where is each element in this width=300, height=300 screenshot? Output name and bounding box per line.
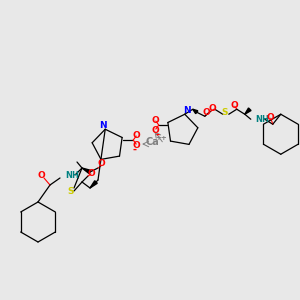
- Polygon shape: [90, 181, 97, 188]
- Text: O: O: [267, 113, 275, 122]
- Polygon shape: [193, 109, 198, 114]
- Text: N: N: [183, 106, 190, 115]
- Text: Ca: Ca: [145, 137, 159, 147]
- Text: -: -: [132, 145, 136, 155]
- Text: S: S: [221, 108, 228, 117]
- Text: NH: NH: [65, 170, 79, 179]
- Text: O: O: [209, 104, 217, 113]
- Text: O: O: [132, 130, 140, 140]
- Text: O: O: [152, 126, 160, 135]
- Text: N: N: [99, 121, 107, 130]
- Text: O: O: [132, 141, 140, 150]
- Text: O: O: [231, 101, 239, 110]
- Text: ++: ++: [155, 135, 167, 141]
- Text: -: -: [156, 130, 160, 140]
- Text: O: O: [97, 160, 105, 169]
- Text: O: O: [203, 108, 211, 117]
- Text: O: O: [87, 169, 95, 178]
- Text: O: O: [37, 170, 45, 179]
- Text: O: O: [152, 116, 160, 124]
- Text: NH: NH: [255, 115, 269, 124]
- Text: S: S: [68, 187, 74, 196]
- Polygon shape: [82, 168, 91, 174]
- Polygon shape: [245, 108, 251, 114]
